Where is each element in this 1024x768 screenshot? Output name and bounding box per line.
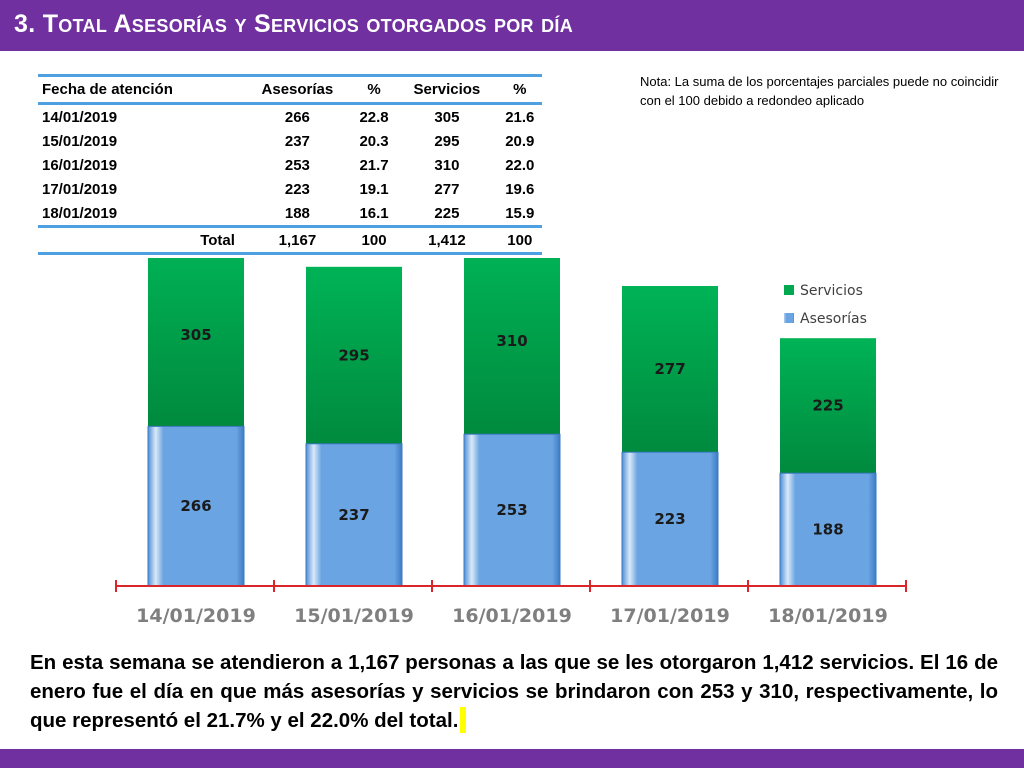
footnote: Nota: La suma de los porcentajes parcial… — [640, 74, 999, 108]
cell-pct-asesorias: 19.1 — [359, 180, 389, 198]
cell-asesorias: 253 — [284, 156, 310, 174]
table-row: 15/01/2019 237 20.3 295 20.9 — [38, 129, 542, 153]
total-pct-asesorias: 100 — [351, 225, 397, 255]
table-total-row: Total 1,167 100 1,412 100 — [38, 225, 542, 255]
category-label: 18/01/2019 — [768, 605, 888, 627]
bar-servicios — [622, 286, 718, 453]
bar-servicios — [464, 258, 560, 435]
table-row: 14/01/2019 266 22.8 305 21.6 — [38, 104, 542, 130]
data-label-asesorias: 188 — [812, 521, 843, 539]
cell-date: 18/01/2019 — [42, 204, 118, 222]
bar-asesorias — [621, 451, 719, 587]
cell-pct-servicios: 21.6 — [505, 108, 535, 126]
cell-pct-servicios: 22.0 — [505, 156, 535, 174]
legend-swatch — [784, 313, 794, 323]
data-label-asesorias: 237 — [338, 506, 369, 524]
table-row: 18/01/2019 188 16.1 225 15.9 — [38, 201, 542, 227]
legend-swatch — [784, 285, 794, 295]
header-asesorias: Asesorías — [242, 74, 352, 105]
cell-asesorias: 223 — [284, 180, 310, 198]
total-pct-servicios: 100 — [497, 225, 542, 255]
total-label: Total — [38, 225, 243, 255]
stacked-bar-chart: 305 266 295 237 310 253 277 223 225 188 14/01/201… — [115, 258, 907, 627]
title-bar: 3. Total Asesorías y Servicios otorgados… — [0, 0, 1024, 51]
cell-pct-asesorias: 22.8 — [359, 108, 389, 126]
bar-servicios — [306, 266, 402, 444]
cell-servicios: 295 — [434, 132, 460, 150]
cell-date: 14/01/2019 — [42, 108, 118, 126]
category-label: 14/01/2019 — [136, 605, 256, 627]
cell-date: 15/01/2019 — [42, 132, 118, 150]
table-row: 17/01/2019 223 19.1 277 19.6 — [38, 177, 542, 201]
table-row: 16/01/2019 253 21.7 310 22.0 — [38, 153, 542, 177]
total-servicios: 1,412 — [396, 225, 498, 255]
bar-servicios — [148, 258, 244, 427]
data-label-asesorias: 223 — [654, 510, 685, 528]
legend-label: Asesorías — [800, 311, 867, 327]
summary-text: En esta semana se atendieron a 1,167 per… — [30, 651, 998, 732]
cell-date: 17/01/2019 — [42, 180, 118, 198]
text-highlight-marker — [460, 707, 467, 733]
category-label: 15/01/2019 — [294, 605, 414, 627]
data-label-servicios: 277 — [654, 360, 685, 378]
cell-pct-servicios: 19.6 — [505, 180, 535, 198]
cell-asesorias: 188 — [284, 204, 310, 222]
header-fecha: Fecha de atención — [38, 74, 243, 105]
category-label: 16/01/2019 — [452, 605, 572, 627]
data-table: Fecha de atención Asesorías % Servicios … — [38, 74, 542, 255]
category-label: 17/01/2019 — [610, 605, 730, 627]
slide-title: 3. Total Asesorías y Servicios otorgados… — [14, 10, 574, 38]
data-label-servicios: 310 — [496, 332, 527, 350]
legend-label: Servicios — [800, 283, 863, 299]
cell-pct-servicios: 15.9 — [505, 204, 535, 222]
cell-pct-asesorias: 21.7 — [359, 156, 389, 174]
bar-asesorias — [147, 425, 245, 587]
summary-paragraph: En esta semana se atendieron a 1,167 per… — [30, 648, 998, 735]
bar-asesorias — [305, 443, 403, 587]
footer-bar — [0, 749, 1024, 768]
header-pct-servicios: % — [497, 74, 542, 105]
cell-servicios: 310 — [434, 156, 460, 174]
cell-pct-asesorias: 16.1 — [359, 204, 389, 222]
data-label-servicios: 225 — [812, 397, 843, 415]
cell-pct-asesorias: 20.3 — [359, 132, 389, 150]
data-label-servicios: 295 — [338, 346, 369, 364]
cell-servicios: 225 — [434, 204, 460, 222]
data-label-asesorias: 253 — [496, 501, 527, 519]
cell-servicios: 277 — [434, 180, 460, 198]
cell-asesorias: 237 — [284, 132, 310, 150]
cell-pct-servicios: 20.9 — [505, 132, 535, 150]
header-pct-asesorias: % — [351, 74, 397, 105]
cell-servicios: 305 — [434, 108, 460, 126]
data-label-asesorias: 266 — [180, 497, 211, 515]
total-asesorias: 1,167 — [242, 225, 352, 255]
header-servicios: Servicios — [396, 74, 498, 105]
cell-date: 16/01/2019 — [42, 156, 118, 174]
bar-servicios — [780, 338, 876, 474]
data-label-servicios: 305 — [180, 326, 211, 344]
cell-asesorias: 266 — [284, 108, 310, 126]
table-header-row: Fecha de atención Asesorías % Servicios … — [38, 74, 542, 105]
